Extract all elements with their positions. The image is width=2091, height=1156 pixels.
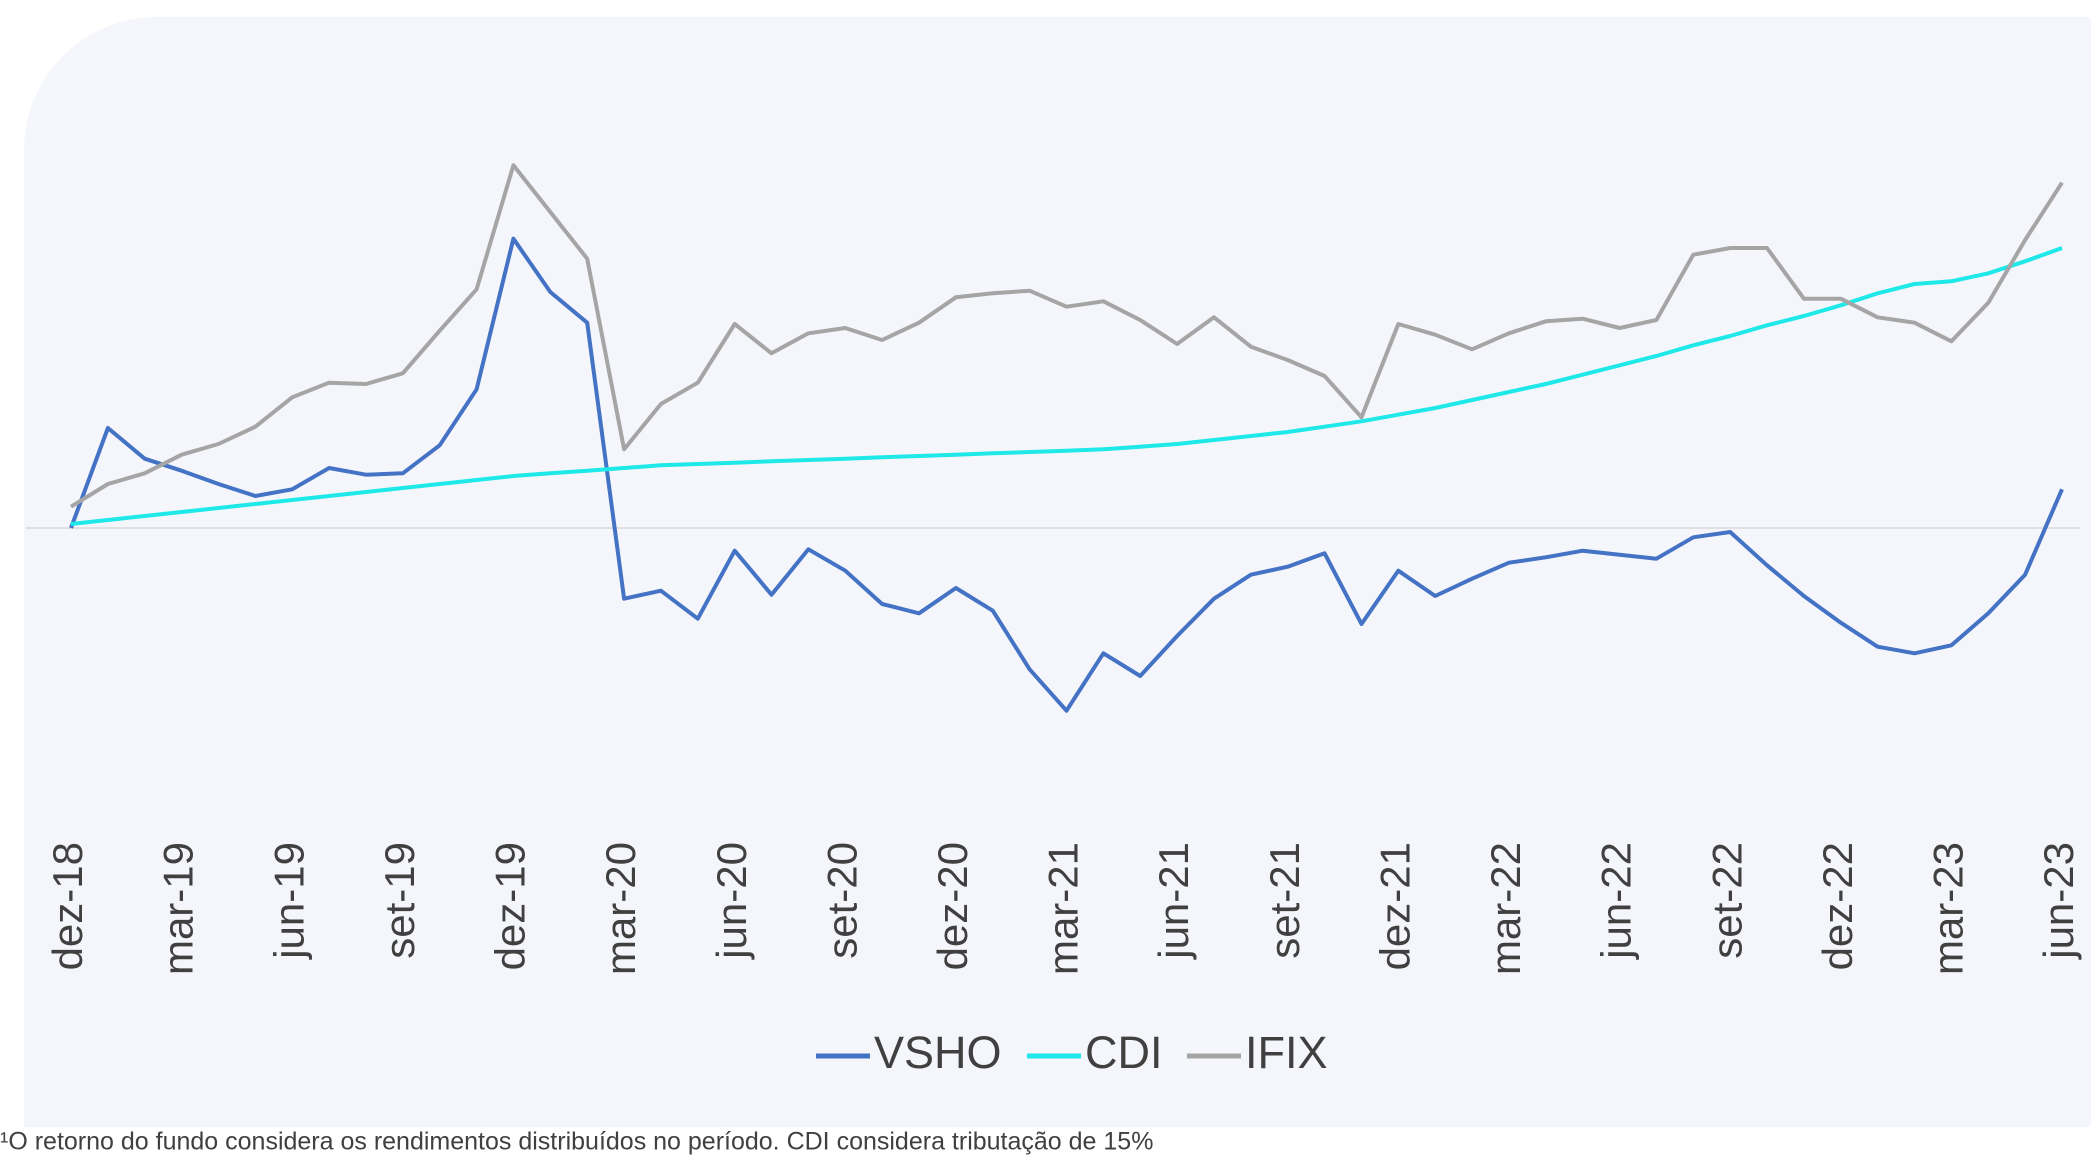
x-tick-label: dez-22 <box>1814 842 1861 970</box>
series-line <box>69 236 2064 713</box>
x-tick-label: jun-23 <box>2035 842 2082 961</box>
x-tick-label: mar-23 <box>1924 842 1971 975</box>
x-tick-label: set-19 <box>376 842 423 959</box>
x-tick-label: mar-21 <box>1040 842 1087 975</box>
x-tick-label: mar-19 <box>155 842 202 975</box>
legend-label: CDI <box>1085 1027 1163 1078</box>
x-tick-label: dez-18 <box>44 842 91 970</box>
x-tick-label: jun-20 <box>708 842 755 961</box>
x-tick-label: set-21 <box>1261 842 1308 959</box>
x-tick-label: set-22 <box>1703 842 1750 959</box>
legend-label: VSHO <box>874 1027 1002 1078</box>
x-tick-label: dez-20 <box>929 842 976 970</box>
x-tick-label: dez-21 <box>1371 842 1418 970</box>
x-tick-label: jun-19 <box>265 842 312 961</box>
panel <box>24 17 2091 1127</box>
x-tick-label: set-20 <box>818 842 865 959</box>
series-line <box>70 246 2063 526</box>
x-tick-label: dez-19 <box>487 842 534 970</box>
x-tick-label: jun-22 <box>1593 842 1640 961</box>
x-tick-label: jun-21 <box>1150 842 1197 961</box>
x-tick-label: mar-22 <box>1482 842 1529 975</box>
legend-label: IFIX <box>1245 1027 1328 1078</box>
x-tick-label: mar-20 <box>597 842 644 975</box>
series-line <box>69 163 2064 509</box>
footnote: ¹O retorno do fundo considera os rendime… <box>0 1128 1153 1156</box>
